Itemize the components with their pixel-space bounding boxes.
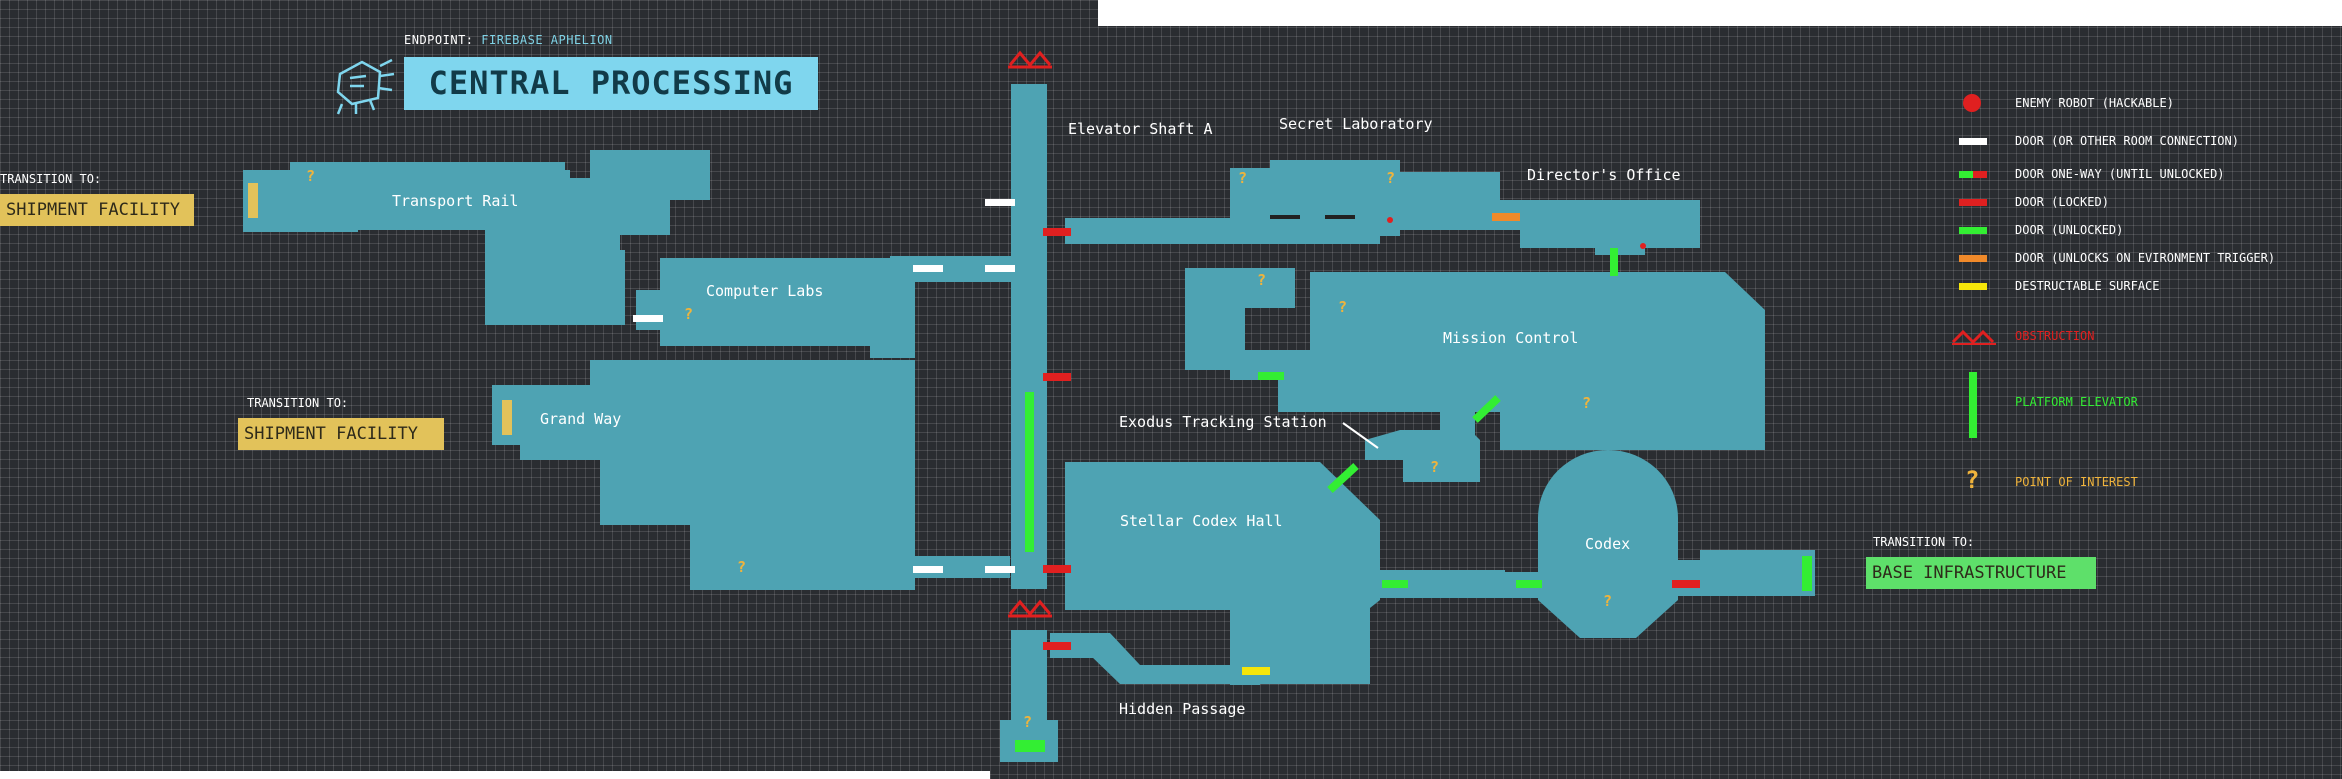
transition-shipment-facility-2[interactable]: SHIPMENT FACILITY	[238, 418, 444, 450]
door-markers-locked	[1043, 228, 1700, 650]
poi-icon: ?	[1582, 394, 1591, 412]
obstruction-icon	[1008, 50, 1052, 618]
label-transport-rail: Transport Rail	[392, 192, 518, 210]
poi-icon: ?	[1023, 713, 1032, 731]
label-computer-labs: Computer Labs	[706, 282, 823, 300]
robot-logo-icon	[336, 58, 395, 115]
blank-corner-top	[1098, 0, 2342, 26]
blank-corner-bottom	[0, 771, 990, 779]
label-directors-office: Director's Office	[1527, 166, 1681, 184]
endpoint-line: ENDPOINT: FIREBASE APHELION	[404, 33, 613, 47]
legend-text: DOOR (OR OTHER ROOM CONNECTION)	[2015, 134, 2239, 148]
poi-icon: ?	[1257, 271, 1266, 289]
room-transport-rail	[243, 150, 710, 325]
room-elevator-shaft-a	[1000, 84, 1058, 762]
poi-icon: ?	[684, 305, 693, 323]
label-secret-laboratory: Secret Laboratory	[1279, 115, 1433, 133]
poi-icon: ?	[1603, 592, 1612, 610]
door-markers-white	[633, 199, 1355, 573]
door-icon	[1959, 138, 1987, 145]
platform-elevator-icon	[1969, 372, 1977, 438]
legend-text: ENEMY ROBOT (HACKABLE)	[2015, 96, 2174, 110]
legend-text: POINT OF INTEREST	[2015, 475, 2138, 489]
transition-marker-base	[1802, 556, 1812, 591]
transition-marker-transport	[248, 183, 258, 218]
poi-icon: ?	[1238, 169, 1247, 187]
transition-label-1: TRANSITION TO:	[0, 172, 102, 186]
transition-shipment-facility-1[interactable]: SHIPMENT FACILITY	[0, 194, 194, 226]
room-hidden-passage	[1050, 633, 1260, 685]
enemy-robot-marker	[1387, 217, 1393, 223]
label-elevator-shaft-a: Elevator Shaft A	[1068, 120, 1213, 138]
legend-text: DOOR ONE-WAY (UNTIL UNLOCKED)	[2015, 167, 2225, 181]
transition-base-infrastructure[interactable]: BASE INFRASTRUCTURE	[1866, 557, 2096, 589]
poi-icon: ?	[1338, 298, 1347, 316]
poi-icon: ?	[306, 167, 315, 185]
room-codex	[1500, 450, 1815, 638]
obstruction-icon	[1951, 329, 1996, 345]
unlocked-door-icon	[1959, 227, 1987, 234]
legend-text: DOOR (UNLOCKED)	[2015, 223, 2124, 237]
room-grand-way	[492, 360, 1010, 590]
trigger-door-icon	[1959, 255, 1987, 262]
enemy-robot-marker	[1640, 243, 1646, 249]
label-grand-way: Grand Way	[540, 410, 621, 428]
one-way-door-icon	[1959, 171, 1973, 178]
point-of-interest-icon: ?	[1965, 466, 1980, 494]
points-of-interest: ? ? ? ? ? ? ? ? ? ? ?	[306, 167, 1612, 731]
destructable-surface-icon	[1959, 283, 1987, 290]
platform-elevator-bar	[1025, 392, 1034, 552]
endpoint-label: ENDPOINT:	[404, 33, 474, 47]
endpoint-value: FIREBASE APHELION	[481, 33, 613, 47]
room-stellar-codex-hall	[1065, 462, 1505, 684]
legend-text: PLATFORM ELEVATOR	[2015, 395, 2138, 409]
label-codex: Codex	[1585, 535, 1630, 553]
transition-marker-grandway	[502, 400, 512, 435]
legend-text: DOOR (UNLOCKS ON EVIRONMENT TRIGGER)	[2015, 251, 2276, 265]
door-trigger-marker	[1492, 213, 1520, 221]
legend-text: DOOR (LOCKED)	[2015, 195, 2109, 209]
label-exodus-tracking-station: Exodus Tracking Station	[1119, 413, 1327, 431]
room-mission-control	[1185, 268, 1765, 450]
door-markers-unlocked	[1015, 248, 1618, 752]
legend-text: OBSTRUCTION	[2015, 329, 2095, 343]
label-hidden-passage: Hidden Passage	[1119, 700, 1245, 718]
enemy-robot-icon	[1963, 94, 1981, 112]
label-mission-control: Mission Control	[1443, 329, 1578, 347]
legend-text: DESTRUCTABLE SURFACE	[2015, 279, 2160, 293]
room-exodus-tracking-station	[1365, 410, 1480, 482]
label-stellar-codex-hall: Stellar Codex Hall	[1120, 512, 1283, 530]
poi-icon: ?	[1430, 458, 1439, 476]
poi-icon: ?	[1386, 169, 1395, 187]
destructable-surface-marker	[1242, 667, 1270, 675]
page-title: CENTRAL PROCESSING	[404, 57, 818, 110]
label-pointer	[1342, 422, 1379, 449]
poi-icon: ?	[737, 558, 746, 576]
room-secret-laboratory	[1065, 160, 1500, 244]
locked-door-icon	[1959, 199, 1987, 206]
transition-label-2: TRANSITION TO:	[247, 396, 349, 410]
transition-label-3: TRANSITION TO:	[1873, 535, 1975, 549]
room-directors-office	[1450, 200, 1700, 255]
